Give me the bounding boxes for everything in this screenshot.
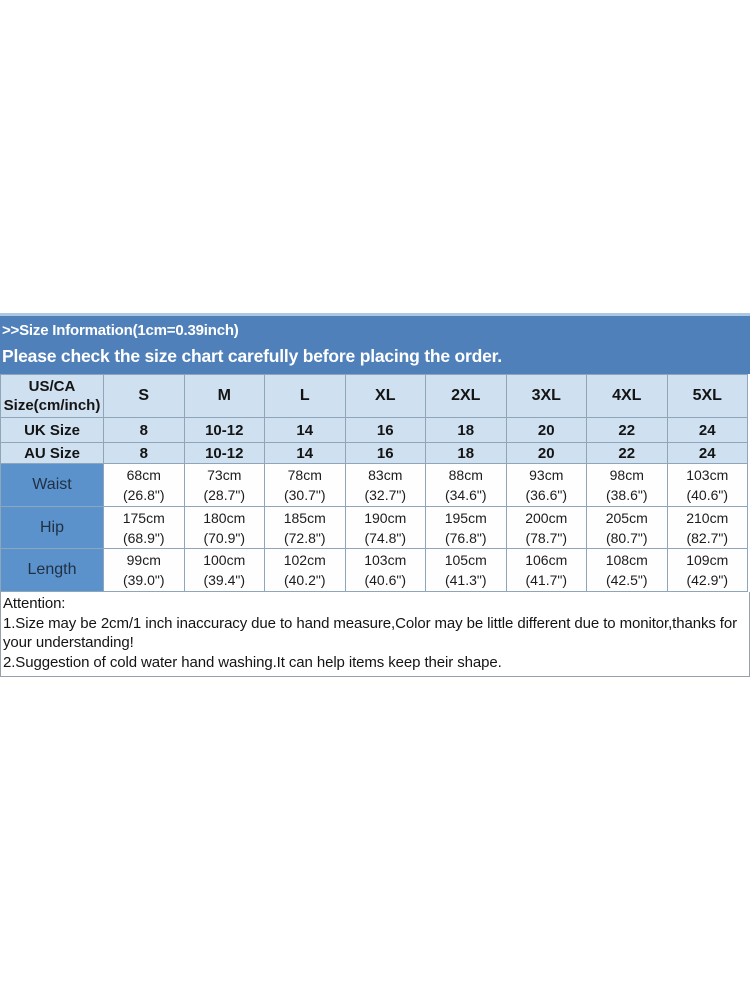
banner-title: >>Size Information(1cm=0.39inch) — [2, 322, 239, 339]
uk-size-cell: 22 — [586, 417, 668, 443]
hip-cell: 200cm (78.7") — [505, 506, 587, 549]
uk-size-cell: 20 — [505, 417, 587, 443]
corner-header: US/CA Size(cm/inch) — [0, 374, 104, 418]
size-chart-table: US/CA Size(cm/inch) S M L XL 2XL 3XL 4XL… — [0, 374, 748, 592]
hip-cell: 180cm (70.9") — [183, 506, 265, 549]
waist-cell: 78cm (30.7") — [264, 463, 346, 507]
waist-cell: 93cm (36.6") — [505, 463, 587, 507]
attention-notes: Attention: 1.Size may be 2cm/1 inch inac… — [0, 592, 750, 677]
table-row-waist: Waist 68cm (26.8") 73cm (28.7") 78cm (30.7"… — [0, 463, 748, 507]
row-label-au-size: AU Size — [0, 442, 104, 464]
banner-subtitle: Please check the size chart carefully be… — [2, 346, 502, 366]
length-cell: 106cm (41.7") — [505, 548, 587, 592]
length-cell: 108cm (42.5") — [586, 548, 668, 592]
column-header-3xl: 3XL — [505, 374, 587, 418]
au-size-cell: 24 — [666, 442, 748, 464]
uk-size-cell: 10-12 — [183, 417, 265, 443]
corner-header-line2: Size(cm/inch) — [3, 397, 101, 414]
au-size-cell: 14 — [264, 442, 346, 464]
waist-cell: 88cm (34.6") — [425, 463, 507, 507]
table-row-hip: Hip 175cm (68.9") 180cm (70.9") 185cm (72.8… — [0, 506, 748, 549]
uk-size-cell: 18 — [425, 417, 507, 443]
au-size-cell: 8 — [103, 442, 185, 464]
uk-size-cell: 24 — [666, 417, 748, 443]
au-size-cell: 16 — [344, 442, 426, 464]
hip-cell: 210cm (82.7") — [666, 506, 748, 549]
waist-cell: 103cm (40.6") — [666, 463, 748, 507]
length-cell: 103cm (40.6") — [344, 548, 426, 592]
uk-size-cell: 16 — [344, 417, 426, 443]
table-row-au-size: AU Size 8 10-12 14 16 18 20 22 24 — [0, 442, 748, 464]
row-label-hip: Hip — [0, 506, 104, 549]
au-size-cell: 20 — [505, 442, 587, 464]
row-label-uk-size: UK Size — [0, 417, 104, 443]
waist-cell: 68cm (26.8") — [103, 463, 185, 507]
table-row-length: Length 99cm (39.0") 100cm (39.4") 102cm (40… — [0, 548, 748, 592]
table-header-row: US/CA Size(cm/inch) S M L XL 2XL 3XL 4XL… — [0, 374, 748, 418]
uk-size-cell: 14 — [264, 417, 346, 443]
column-header-2xl: 2XL — [425, 374, 507, 418]
attention-note-1: 1.Size may be 2cm/1 inch inaccuracy due … — [3, 614, 738, 652]
length-cell: 109cm (42.9") — [666, 548, 748, 592]
hip-cell: 190cm (74.8") — [344, 506, 426, 549]
column-header-5xl: 5XL — [666, 374, 748, 418]
row-label-length: Length — [0, 548, 104, 592]
column-header-l: L — [264, 374, 346, 418]
length-cell: 105cm (41.3") — [425, 548, 507, 592]
length-cell: 102cm (40.2") — [264, 548, 346, 592]
hip-cell: 195cm (76.8") — [425, 506, 507, 549]
corner-header-line1: US/CA — [28, 378, 76, 395]
uk-size-cell: 8 — [103, 417, 185, 443]
length-cell: 100cm (39.4") — [183, 548, 265, 592]
hip-cell: 175cm (68.9") — [103, 506, 185, 549]
row-label-waist: Waist — [0, 463, 104, 507]
column-header-s: S — [103, 374, 185, 418]
au-size-cell: 10-12 — [183, 442, 265, 464]
hip-cell: 205cm (80.7") — [586, 506, 668, 549]
column-header-4xl: 4XL — [586, 374, 668, 418]
waist-cell: 98cm (38.6") — [586, 463, 668, 507]
column-header-m: M — [183, 374, 265, 418]
hip-cell: 185cm (72.8") — [264, 506, 346, 549]
au-size-cell: 22 — [586, 442, 668, 464]
attention-heading: Attention: — [3, 595, 66, 612]
table-row-uk-size: UK Size 8 10-12 14 16 18 20 22 24 — [0, 417, 748, 443]
size-info-sheet: >>Size Information(1cm=0.39inch) Please … — [0, 313, 750, 677]
au-size-cell: 18 — [425, 442, 507, 464]
size-info-banner: >>Size Information(1cm=0.39inch) Please … — [0, 313, 750, 374]
waist-cell: 73cm (28.7") — [183, 463, 265, 507]
column-header-xl: XL — [344, 374, 426, 418]
attention-note-2: 2.Suggestion of cold water hand washing.… — [3, 653, 502, 671]
length-cell: 99cm (39.0") — [103, 548, 185, 592]
waist-cell: 83cm (32.7") — [344, 463, 426, 507]
